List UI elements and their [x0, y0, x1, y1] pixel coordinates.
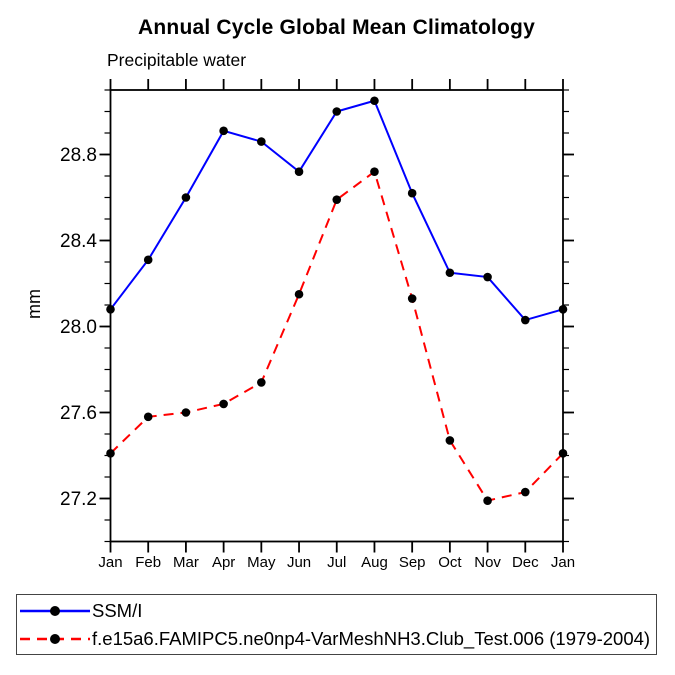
x-tick-label: Jul: [327, 554, 346, 571]
legend-marker-dot: [50, 633, 60, 644]
data-point-series-0: [520, 315, 530, 325]
legend-item-model: f.e15a6.FAMIPC5.ne0np4-VarMeshNH3.Club_T…: [19, 627, 656, 651]
x-tick-label: Apr: [212, 554, 235, 571]
legend-line-sample-solid: [20, 605, 90, 616]
data-point-series-0: [257, 137, 266, 146]
data-point-series-1: [520, 487, 530, 497]
y-tick-label: 28.8: [60, 145, 97, 166]
data-point-series-1: [407, 294, 417, 303]
x-tick-label: Oct: [438, 554, 462, 571]
x-tick-label: Sep: [399, 554, 426, 571]
data-point-series-0: [332, 107, 342, 116]
data-point-series-0: [219, 126, 228, 136]
legend-label-ssmi: SSM/I: [92, 599, 143, 621]
data-point-series-1: [143, 412, 153, 422]
data-point-series-1: [332, 195, 342, 204]
data-point-series-0: [558, 305, 568, 314]
legend-box: SSM/I f.e15a6.FAMIPC5.ne0np4-VarMeshNH3.…: [16, 594, 657, 655]
data-point-series-1: [219, 399, 228, 409]
x-tick-label: Feb: [135, 554, 161, 571]
legend-marker-dot: [50, 605, 60, 616]
plot-frame: [109, 89, 564, 543]
data-point-series-0: [181, 193, 191, 202]
data-point-series-0: [106, 305, 115, 314]
x-tick-label: May: [247, 554, 276, 571]
y-tick-label: 27.6: [60, 403, 97, 424]
data-point-series-1: [445, 436, 455, 445]
data-point-series-1: [483, 496, 492, 505]
data-point-series-1: [294, 289, 304, 299]
data-point-series-0: [483, 272, 492, 282]
legend-line-sample-dashed: [20, 633, 90, 644]
data-point-series-0: [407, 188, 417, 198]
data-point-series-0: [143, 255, 153, 265]
data-point-series-1: [106, 449, 115, 458]
x-tick-label: Jan: [551, 554, 575, 571]
data-point-series-1: [558, 449, 568, 458]
y-tick-label: 28.0: [60, 317, 97, 338]
data-point-series-0: [445, 268, 455, 278]
series-line-1: [109, 170, 564, 502]
data-point-series-1: [370, 167, 379, 176]
y-tick-label: 27.2: [60, 489, 97, 510]
data-point-series-1: [257, 378, 266, 387]
data-point-series-0: [294, 167, 304, 176]
x-tick-label: Dec: [512, 554, 539, 571]
x-tick-label: Jan: [98, 554, 122, 571]
data-point-series-0: [370, 96, 379, 106]
chart-title: Annual Cycle Global Mean Climatology: [138, 16, 535, 39]
series-line-0: [109, 99, 564, 322]
legend-item-ssmi: SSM/I: [19, 599, 656, 623]
x-tick-label: Jun: [287, 554, 311, 571]
chart-subtitle: Precipitable water: [107, 50, 247, 70]
data-point-series-1: [181, 408, 191, 417]
legend-label-model: f.e15a6.FAMIPC5.ne0np4-VarMeshNH3.Club_T…: [92, 627, 651, 649]
x-tick-label: Nov: [474, 554, 501, 571]
y-tick-label: 28.4: [60, 231, 97, 252]
x-tick-label: Aug: [361, 554, 388, 571]
x-tick-label: Mar: [173, 554, 199, 571]
